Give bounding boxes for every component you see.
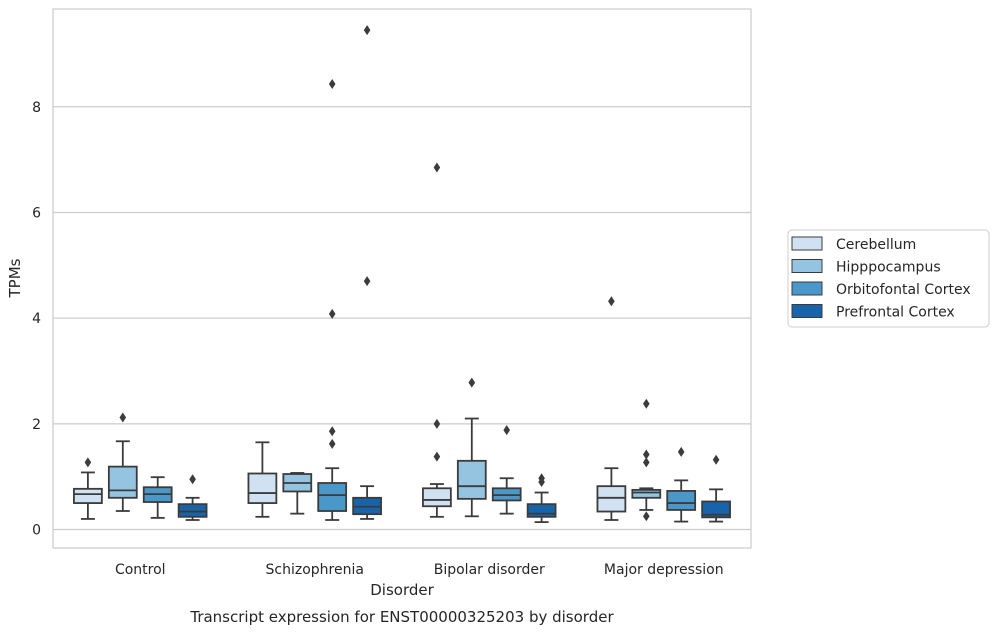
x-axis-label: Disorder	[370, 581, 434, 599]
legend-swatch	[791, 304, 823, 318]
box-plot	[666, 446, 697, 523]
box-plot	[352, 25, 382, 520]
x-tick-label: Major depression	[604, 562, 724, 578]
legend-swatch	[791, 259, 823, 273]
outlier-point	[643, 511, 650, 522]
box	[177, 503, 208, 518]
outlier-point	[503, 425, 510, 436]
box-plot	[701, 454, 731, 523]
box	[422, 487, 452, 508]
box-plot	[247, 441, 278, 518]
outlier-point	[538, 473, 545, 484]
legend-label: Prefrontal Cortex	[836, 305, 955, 321]
y-axis-label: TPMs	[6, 258, 24, 298]
y-tick-label: 8	[32, 100, 41, 116]
box	[701, 500, 731, 519]
box-plots	[73, 25, 731, 524]
legend-frame	[787, 229, 990, 328]
box	[456, 459, 487, 500]
outlier-point	[643, 398, 650, 409]
legend-swatch	[791, 281, 823, 296]
box-plot	[142, 476, 173, 519]
box	[666, 490, 697, 511]
box-plot	[177, 474, 208, 521]
box	[317, 482, 348, 512]
box-plot	[631, 398, 662, 522]
x-tick-label: Schizophrenia	[266, 562, 364, 578]
y-tick-label: 4	[32, 311, 41, 327]
outlier-point	[712, 454, 720, 465]
box	[107, 465, 138, 499]
outlier-point	[677, 446, 685, 457]
y-tick-label: 2	[32, 417, 41, 433]
outlier-point	[328, 79, 336, 90]
box-plot	[282, 472, 313, 515]
outlier-point	[84, 457, 92, 468]
box	[73, 487, 103, 504]
legend: Cerebellum Hipppocampus Orbitofontal Corte…	[787, 229, 990, 328]
legend-label: Cerebellum	[836, 237, 916, 253]
legend-label: Hipppocampus	[836, 260, 941, 276]
outlier-point	[328, 426, 336, 437]
box-plot	[596, 296, 627, 521]
box-plot	[456, 377, 487, 518]
box-plot	[422, 162, 452, 518]
outlier-point	[643, 457, 650, 468]
outlier-point	[433, 162, 441, 173]
y-tick-label: 0	[32, 523, 41, 539]
plot-area-frame	[52, 8, 752, 549]
legend-label: Orbitofontal Cortex	[836, 282, 971, 298]
box-plot	[491, 425, 522, 515]
chart-title: Transcript expression for ENST0000032520…	[189, 608, 614, 626]
box	[247, 472, 278, 504]
box	[631, 488, 662, 499]
box-plot	[107, 412, 138, 512]
box	[596, 485, 627, 513]
outlier-point	[363, 276, 371, 287]
outlier-point	[189, 474, 196, 485]
outlier-point	[119, 412, 127, 423]
tick-labels: 0 2 4 6 8 Control Schizophrenia Bipolar disorde…	[32, 100, 724, 578]
legend-swatch	[791, 236, 823, 251]
outlier-point	[328, 308, 336, 319]
outlier-point	[643, 449, 650, 460]
box-plot	[526, 473, 557, 524]
outlier-point	[433, 418, 441, 429]
box-plot	[73, 457, 103, 520]
grid-lines	[53, 106, 751, 531]
outlier-point	[468, 377, 476, 388]
x-tick-label: Bipolar disorder	[434, 562, 545, 578]
x-tick-label: Control	[115, 562, 166, 578]
outlier-point	[363, 25, 371, 36]
box	[526, 503, 557, 518]
y-tick-label: 6	[32, 205, 41, 221]
outlier-point	[433, 451, 441, 462]
outlier-point	[328, 438, 336, 449]
box-plot	[317, 79, 348, 521]
outlier-point	[608, 296, 615, 307]
